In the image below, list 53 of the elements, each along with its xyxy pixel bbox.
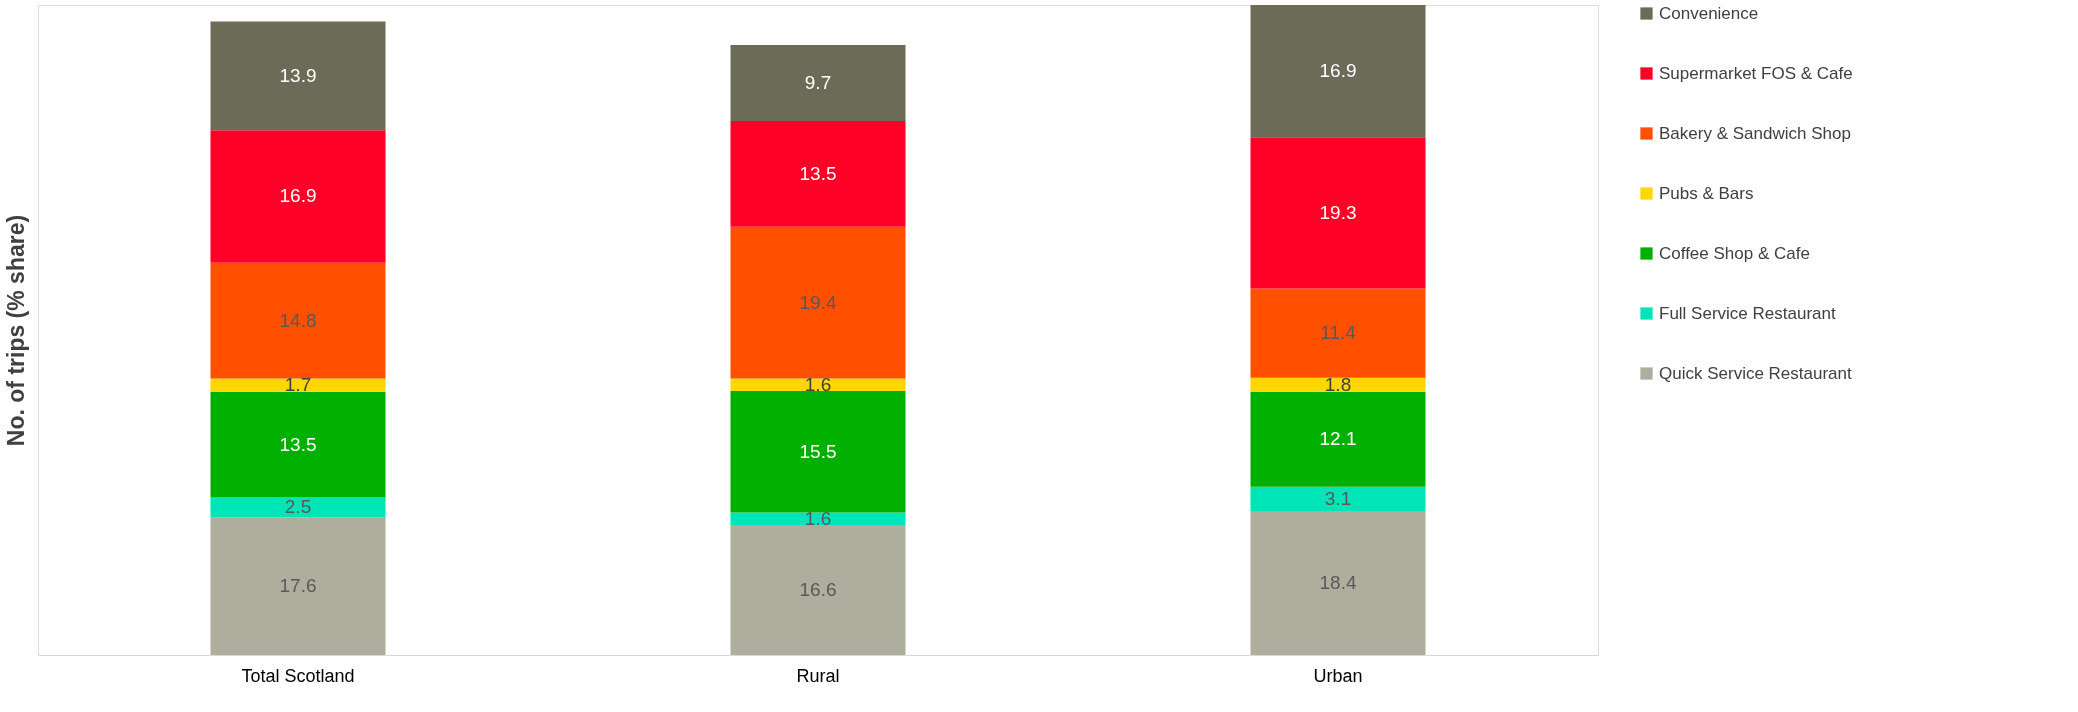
legend-label: Quick Service Restaurant <box>1659 363 1853 383</box>
legend-label: Bakery & Sandwich Shop <box>1659 123 1851 143</box>
data-label: 13.5 <box>279 433 317 455</box>
bar <box>730 525 906 655</box>
legend-label: Supermarket FOS & Cafe <box>1659 63 1853 83</box>
bar <box>210 497 386 518</box>
bar <box>210 21 386 131</box>
data-label: 19.4 <box>799 291 837 313</box>
x-tick-label: Urban <box>1313 665 1363 686</box>
data-label: 16.9 <box>279 185 317 207</box>
bar <box>730 378 906 392</box>
data-label: 16.9 <box>1319 60 1357 82</box>
bar <box>210 517 386 655</box>
data-label: 15.5 <box>799 440 837 462</box>
x-tick-label: Rural <box>796 665 840 686</box>
bar <box>730 120 906 227</box>
data-label: 1.8 <box>1324 373 1352 395</box>
bar <box>1250 288 1426 378</box>
bar <box>210 378 386 392</box>
legend-label: Coffee Shop & Cafe <box>1659 243 1810 263</box>
bar <box>210 262 386 379</box>
data-label: 9.7 <box>804 71 832 93</box>
data-label: 1.6 <box>804 373 832 395</box>
data-label: 12.1 <box>1319 428 1357 450</box>
bar <box>1250 486 1426 511</box>
bar <box>210 391 386 498</box>
bar <box>730 391 906 513</box>
y-axis-title: No. of trips (% share) <box>2 214 29 447</box>
bar <box>1250 377 1426 392</box>
bar <box>730 44 906 121</box>
bar <box>730 512 906 525</box>
legend-label: Full Service Restaurant <box>1659 303 1836 323</box>
bar <box>1250 391 1426 487</box>
bar <box>1250 137 1426 289</box>
data-label: 16.6 <box>799 579 837 600</box>
data-label: 14.8 <box>279 309 317 331</box>
data-label: 17.6 <box>279 575 317 597</box>
data-label: 19.3 <box>1319 201 1357 223</box>
data-label: 13.5 <box>799 162 837 184</box>
data-label: 1.6 <box>804 507 832 529</box>
legend-label: Convenience <box>1659 3 1759 23</box>
legend-label: Pubs & Bars <box>1659 183 1754 203</box>
data-label: 11.4 <box>1320 322 1357 344</box>
data-label: 3.1 <box>1324 487 1352 509</box>
bar <box>1250 510 1426 655</box>
bar <box>730 226 906 379</box>
data-label: 1.7 <box>284 374 312 396</box>
x-tick-label: Total Scotland <box>241 665 355 686</box>
bar <box>1250 5 1426 138</box>
data-label: 13.9 <box>279 64 317 86</box>
data-label: 2.5 <box>284 496 312 518</box>
bar <box>210 130 386 263</box>
data-label: 18.4 <box>1319 571 1357 593</box>
